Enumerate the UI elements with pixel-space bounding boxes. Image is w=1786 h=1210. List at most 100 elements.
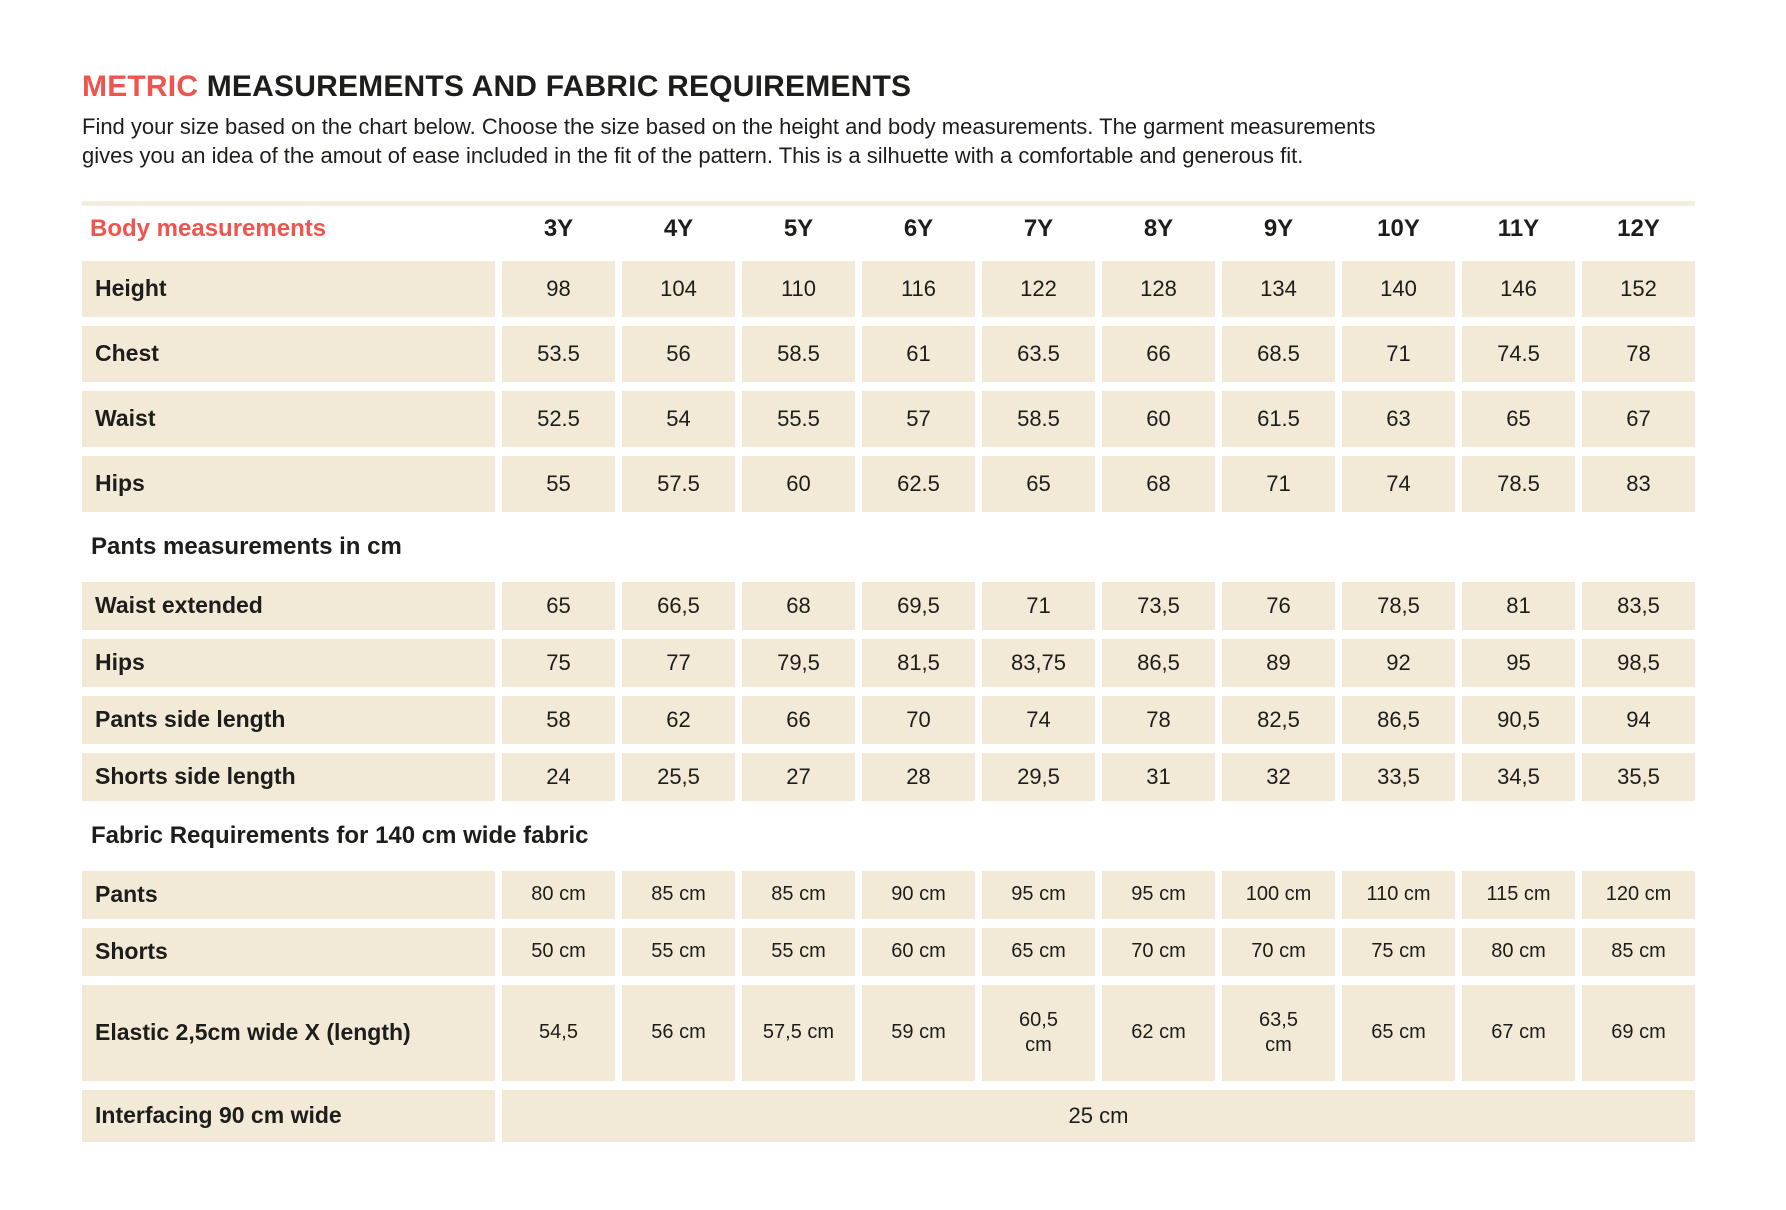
value-cell: 116 [862,260,975,317]
value-cell: 66 [1102,325,1215,382]
value-cell: 65 [1462,390,1575,447]
value-cell: 146 [1462,260,1575,317]
value-cell: 74.5 [1462,325,1575,382]
value-cell: 69 cm [1582,984,1695,1081]
row-label: Elastic 2,5cm wide X (length) [82,984,495,1081]
value-cell: 70 [862,695,975,744]
row-label: Waist [82,390,495,447]
value-cell: 56 cm [622,984,735,1081]
value-cell: 104 [622,260,735,317]
table-header-label: Body measurements [82,205,495,252]
value-cell: 59 cm [862,984,975,1081]
value-cell: 67 cm [1462,984,1575,1081]
value-cell: 34,5 [1462,752,1575,801]
value-cell: 70 cm [1102,927,1215,976]
value-cell: 63.5 [982,325,1095,382]
value-cell: 77 [622,638,735,687]
value-cell: 76 [1222,581,1335,630]
row-label: Hips [82,455,495,512]
value-cell: 58.5 [742,325,855,382]
size-column-header: 5Y [742,205,855,252]
value-cell: 68 [1102,455,1215,512]
value-cell: 55.5 [742,390,855,447]
value-cell: 83,5 [1582,581,1695,630]
value-cell: 85 cm [622,870,735,919]
value-cell: 98,5 [1582,638,1695,687]
value-cell: 60 cm [862,927,975,976]
section-title: Fabric Requirements for 140 cm wide fabr… [82,809,1695,862]
value-cell: 55 cm [742,927,855,976]
value-cell: 92 [1342,638,1455,687]
value-cell: 85 cm [1582,927,1695,976]
row-label: Chest [82,325,495,382]
value-cell: 67 [1582,390,1695,447]
page-title-accent: METRIC [82,70,199,103]
value-cell: 98 [502,260,615,317]
value-cell: 74 [982,695,1095,744]
value-cell: 95 [1462,638,1575,687]
value-cell: 78 [1582,325,1695,382]
page: METRIC MEASUREMENTS AND FABRIC REQUIREME… [82,70,1786,1142]
value-cell: 100 cm [1222,870,1335,919]
value-cell: 52.5 [502,390,615,447]
value-cell: 68.5 [1222,325,1335,382]
value-cell: 62 cm [1102,984,1215,1081]
value-cell: 152 [1582,260,1695,317]
section-title: Pants measurements in cm [82,520,1695,573]
value-cell: 62.5 [862,455,975,512]
value-cell: 110 [742,260,855,317]
value-cell: 95 cm [982,870,1095,919]
value-cell: 58.5 [982,390,1095,447]
value-cell: 75 cm [1342,927,1455,976]
value-cell: 69,5 [862,581,975,630]
value-cell: 25,5 [622,752,735,801]
value-cell: 81 [1462,581,1575,630]
size-column-header: 4Y [622,205,735,252]
value-cell: 55 cm [622,927,735,976]
size-column-header: 10Y [1342,205,1455,252]
value-cell: 65 [502,581,615,630]
value-cell: 28 [862,752,975,801]
page-description-line1: Find your size based on the chart below.… [82,114,1376,139]
value-cell: 128 [1102,260,1215,317]
size-column-header: 3Y [502,205,615,252]
value-cell: 32 [1222,752,1335,801]
value-cell: 115 cm [1462,870,1575,919]
value-cell: 73,5 [1102,581,1215,630]
page-title-rest: MEASUREMENTS AND FABRIC REQUIREMENTS [198,70,912,103]
page-description-line2: gives you an idea of the amout of ease i… [82,143,1304,169]
value-cell: 122 [982,260,1095,317]
size-column-header: 12Y [1582,205,1695,252]
value-cell: 60,5 cm [982,984,1095,1081]
size-column-header: 7Y [982,205,1095,252]
value-cell: 54,5 [502,984,615,1081]
value-cell: 68 [742,581,855,630]
page-title: METRIC MEASUREMENTS AND FABRIC REQUIREME… [82,70,1786,104]
value-cell: 61.5 [1222,390,1335,447]
value-cell: 80 cm [1462,927,1575,976]
row-label: Height [82,260,495,317]
value-cell: 134 [1222,260,1335,317]
value-cell: 78 [1102,695,1215,744]
row-label: Interfacing 90 cm wide [82,1089,495,1142]
value-cell: 55 [502,455,615,512]
value-cell: 66 [742,695,855,744]
value-cell: 57.5 [622,455,735,512]
value-cell: 65 [982,455,1095,512]
value-cell: 71 [982,581,1095,630]
value-cell: 35,5 [1582,752,1695,801]
value-cell: 83 [1582,455,1695,512]
value-cell: 29,5 [982,752,1095,801]
value-cell: 83,75 [982,638,1095,687]
value-cell: 24 [502,752,615,801]
value-cell: 81,5 [862,638,975,687]
row-label: Shorts side length [82,752,495,801]
value-cell: 60 [1102,390,1215,447]
value-cell: 70 cm [1222,927,1335,976]
row-label: Pants side length [82,695,495,744]
value-cell: 33,5 [1342,752,1455,801]
value-cell: 50 cm [502,927,615,976]
value-cell: 61 [862,325,975,382]
value-cell: 86,5 [1342,695,1455,744]
value-cell: 65 cm [1342,984,1455,1081]
